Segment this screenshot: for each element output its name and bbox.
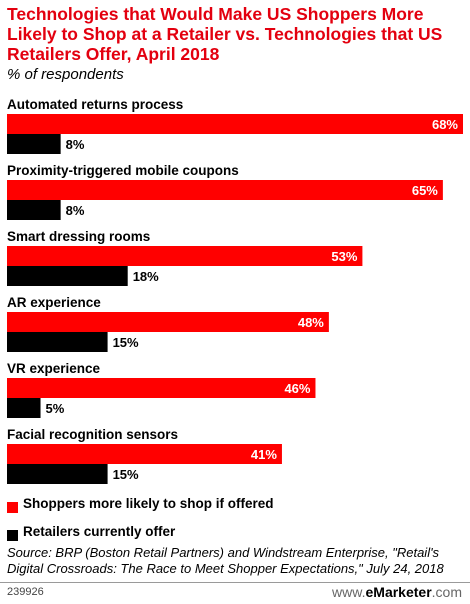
bar-retailers <box>7 398 41 418</box>
bar-shoppers <box>7 312 329 332</box>
brand-suffix: .com <box>431 584 462 600</box>
chart-title: Technologies that Would Make US Shoppers… <box>7 4 443 64</box>
value-label-shoppers: 46% <box>284 381 310 396</box>
bar-retailers <box>7 266 128 286</box>
value-label-retailers: 8% <box>66 203 85 218</box>
value-label-shoppers: 68% <box>432 117 458 132</box>
value-label-shoppers: 48% <box>298 315 324 330</box>
category-label: Proximity-triggered mobile coupons <box>7 163 239 178</box>
bar-shoppers <box>7 114 463 134</box>
value-label-retailers: 15% <box>113 467 139 482</box>
footer-divider <box>0 582 470 583</box>
category-label: Facial recognition sensors <box>7 427 178 442</box>
category-label: VR experience <box>7 361 101 376</box>
bar-shoppers <box>7 444 282 464</box>
category-label: AR experience <box>7 295 101 310</box>
chart-id: 239926 <box>7 586 44 598</box>
category-label: Smart dressing rooms <box>7 229 150 244</box>
brand-name: eMarketer <box>365 584 432 600</box>
chart-subtitle: % of respondents <box>7 66 124 83</box>
value-label-retailers: 18% <box>133 269 159 284</box>
category-label: Automated returns process <box>7 97 183 112</box>
source-note: Source: BRP (Boston Retail Partners) and… <box>7 545 444 576</box>
bar-retailers <box>7 332 108 352</box>
value-label-retailers: 15% <box>113 335 139 350</box>
bar-shoppers <box>7 246 363 266</box>
bar-retailers <box>7 134 61 154</box>
bar-shoppers <box>7 378 316 398</box>
legend-swatch-retailers <box>7 530 18 541</box>
value-label-retailers: 8% <box>66 137 85 152</box>
brand-prefix: www. <box>332 584 366 600</box>
bar-retailers <box>7 464 108 484</box>
value-label-shoppers: 53% <box>331 249 357 264</box>
legend-swatch-shoppers <box>7 502 18 513</box>
value-label-retailers: 5% <box>46 401 65 416</box>
value-label-shoppers: 65% <box>412 183 438 198</box>
legend-label-shoppers: Shoppers more likely to shop if offered <box>23 496 274 511</box>
legend-label-retailers: Retailers currently offer <box>23 524 176 539</box>
bar-chart: Automated returns process 68% 8% Proximity-… <box>7 97 463 484</box>
brand-logo[interactable]: www.eMarketer.com <box>332 584 462 600</box>
bar-retailers <box>7 200 61 220</box>
bar-shoppers <box>7 180 443 200</box>
value-label-shoppers: 41% <box>251 447 277 462</box>
